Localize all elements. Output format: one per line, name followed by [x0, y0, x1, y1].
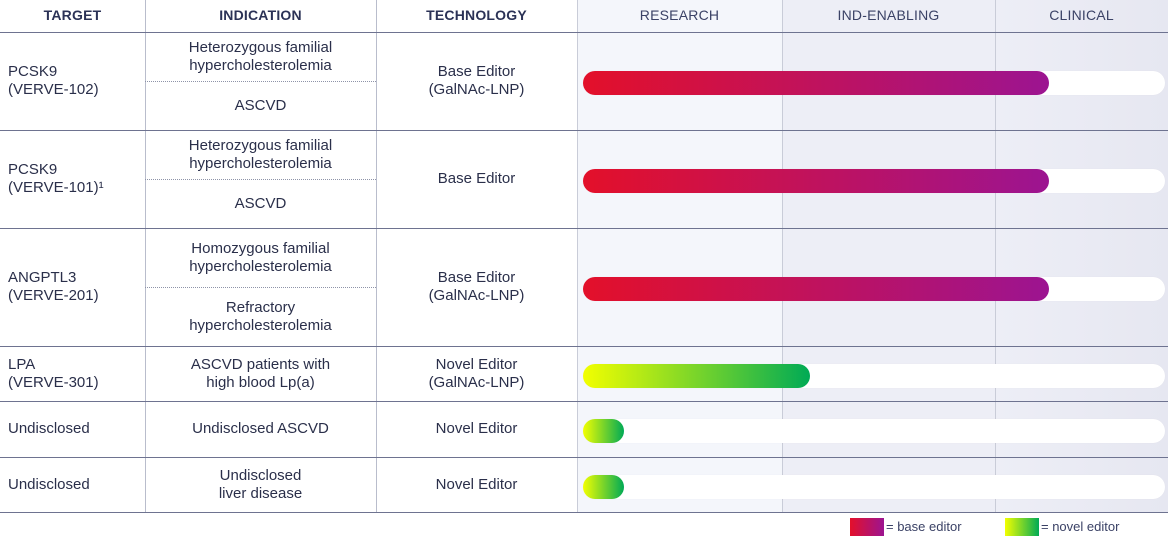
novel-editor-progress-bar [583, 419, 624, 443]
technology-cell: Novel Editor [376, 401, 577, 457]
column-divider [782, 0, 783, 512]
row-divider [0, 512, 1168, 513]
row-divider [0, 401, 1168, 402]
indication-label: Refractory hypercholesterolemia [189, 298, 332, 334]
target-label: Undisclosed [8, 475, 90, 493]
row-divider [0, 346, 1168, 347]
indication-cell: Refractory hypercholesterolemia [145, 287, 376, 346]
indication-label: ASCVD patients with high blood Lp(a) [190, 355, 331, 391]
header-target: TARGET [43, 7, 102, 23]
indication-cell: Heterozygous familial hypercholesterolem… [145, 32, 376, 81]
target-label: PCSK9 (VERVE-102) [8, 63, 99, 98]
header-technology: TECHNOLOGY [426, 7, 527, 23]
technology-label: Novel Editor [435, 475, 518, 493]
indication-label: ASCVD [234, 96, 287, 114]
target-cell: ANGPTL3 (VERVE-201) [0, 228, 145, 346]
technology-label: Base Editor (GalNAc-LNP) [428, 63, 525, 98]
indication-label: Undisclosed ASCVD [192, 420, 329, 437]
novel-editor-progress-bar [583, 474, 624, 499]
indication-cell: ASCVD [145, 81, 376, 130]
technology-cell: Base Editor [376, 130, 577, 228]
header-stage-ind-enabling: IND-ENABLING [837, 7, 940, 23]
base-editor-legend-swatch [850, 518, 884, 536]
technology-cell: Base Editor (GalNAc-LNP) [376, 228, 577, 346]
target-cell: PCSK9 (VERVE-101)¹ [0, 130, 145, 228]
column-divider [995, 0, 996, 512]
indication-cell: Undisclosed liver disease [145, 457, 376, 512]
target-cell: Undisclosed [0, 401, 145, 457]
indication-label: ASCVD [234, 194, 287, 212]
indication-cell: Heterozygous familial hypercholesterolem… [145, 130, 376, 179]
target-label: LPA (VERVE-301) [8, 355, 99, 391]
technology-cell: Base Editor (GalNAc-LNP) [376, 32, 577, 130]
row-divider [0, 130, 1168, 131]
technology-cell: Novel Editor [376, 457, 577, 512]
technology-label: Novel Editor [435, 420, 518, 437]
target-cell: Undisclosed [0, 457, 145, 512]
target-cell: PCSK9 (VERVE-102) [0, 32, 145, 130]
indication-cell: Undisclosed ASCVD [145, 401, 376, 457]
header-divider [0, 32, 1168, 33]
novel-editor-legend-label: = novel editor [1041, 519, 1120, 534]
indication-label: Homozygous familial hypercholesterolemia [189, 239, 332, 275]
base-editor-progress-bar [583, 169, 1049, 193]
column-divider [577, 0, 578, 512]
base-editor-progress-bar [583, 277, 1049, 301]
header-stage-clinical: CLINICAL [1049, 7, 1114, 23]
indication-label: Heterozygous familial hypercholesterolem… [188, 136, 333, 172]
indication-cell: ASCVD [145, 179, 376, 228]
target-cell: LPA (VERVE-301) [0, 346, 145, 401]
row-divider [0, 457, 1168, 458]
technology-label: Base Editor [437, 170, 516, 187]
row-divider [0, 228, 1168, 229]
column-divider [145, 0, 146, 512]
target-label: ANGPTL3 (VERVE-201) [8, 269, 99, 304]
base-editor-progress-bar [583, 71, 1049, 95]
indication-divider [145, 81, 376, 82]
target-label: PCSK9 (VERVE-101)¹ [8, 161, 104, 196]
indication-label: Undisclosed liver disease [218, 466, 303, 502]
indication-divider [145, 287, 376, 288]
header-indication: INDICATION [219, 7, 302, 23]
indication-label: Heterozygous familial hypercholesterolem… [188, 38, 333, 74]
indication-divider [145, 179, 376, 180]
technology-label: Novel Editor (GalNAc-LNP) [428, 355, 525, 391]
indication-cell: Homozygous familial hypercholesterolemia [145, 228, 376, 287]
progress-track [583, 474, 1165, 499]
column-divider [376, 0, 377, 512]
header-stage-research: RESEARCH [639, 7, 720, 23]
target-label: Undisclosed [8, 420, 90, 437]
indication-cell: ASCVD patients with high blood Lp(a) [145, 346, 376, 401]
novel-editor-progress-bar [583, 363, 810, 388]
novel-editor-legend-swatch [1005, 518, 1039, 536]
progress-track [583, 419, 1165, 443]
technology-label: Base Editor (GalNAc-LNP) [428, 269, 525, 304]
base-editor-legend-label: = base editor [886, 519, 962, 534]
technology-cell: Novel Editor (GalNAc-LNP) [376, 346, 577, 401]
